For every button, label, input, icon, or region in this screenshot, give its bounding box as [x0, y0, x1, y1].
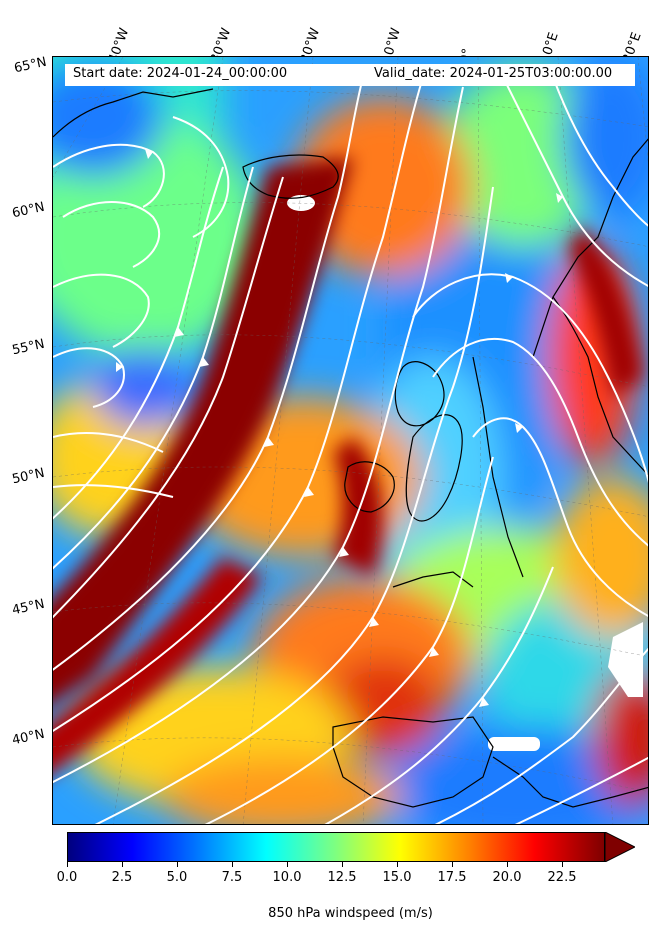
colorbar-tick	[177, 862, 178, 867]
colorbar-tick	[562, 862, 563, 867]
masked-patch	[608, 622, 643, 697]
colorbar-tick	[452, 862, 453, 867]
wind-speed-map	[52, 56, 649, 825]
colorbar-tick-label: 12.5	[327, 870, 357, 885]
lat-label-60n: 60°N	[10, 199, 46, 222]
colorbar-tick	[67, 862, 68, 867]
colorbar-tick	[507, 862, 508, 867]
streamline-arrows	[116, 149, 563, 707]
colorbar-tick	[287, 862, 288, 867]
colorbar-tick-label: 10.0	[272, 870, 302, 885]
colorbar-tick	[122, 862, 123, 867]
colorbar	[67, 832, 605, 862]
colorbar-tick-label: 0.0	[56, 870, 78, 885]
jet-stream-core	[53, 157, 643, 773]
lat-label-45n: 45°N	[10, 596, 46, 619]
wind-field-svg	[53, 57, 648, 824]
header-box	[65, 64, 635, 86]
start-date-label: Start date: 2024-01-24_00:00:00	[73, 66, 288, 81]
colorbar-tick-label: 15.0	[382, 870, 412, 885]
lat-label-40n: 40°N	[10, 726, 46, 749]
wind-speed-field	[53, 57, 648, 824]
colorbar-tick-label: 20.0	[492, 870, 522, 885]
colorbar-tick-label: 2.5	[111, 870, 133, 885]
colorbar-tick	[232, 862, 233, 867]
colorbar-tick	[397, 862, 398, 867]
colorbar-tick-label: 17.5	[437, 870, 467, 885]
colorbar-tick	[342, 862, 343, 867]
colorbar-tick-label: 7.5	[221, 870, 243, 885]
valid-date-label: Valid_date: 2024-01-25T03:00:00.00	[374, 66, 613, 81]
colorbar-tick-label: 22.5	[547, 870, 577, 885]
masked-patch	[488, 737, 540, 751]
colorbar-extend-triangle	[605, 832, 635, 862]
lat-label-65n: 65°N	[12, 54, 48, 77]
masked-patch	[287, 195, 315, 211]
colorbar-tick-label: 5.0	[166, 870, 188, 885]
lat-label-50n: 50°N	[10, 465, 46, 488]
colorbar-label: 850 hPa windspeed (m/s)	[268, 906, 433, 921]
lat-label-55n: 55°N	[10, 336, 46, 359]
